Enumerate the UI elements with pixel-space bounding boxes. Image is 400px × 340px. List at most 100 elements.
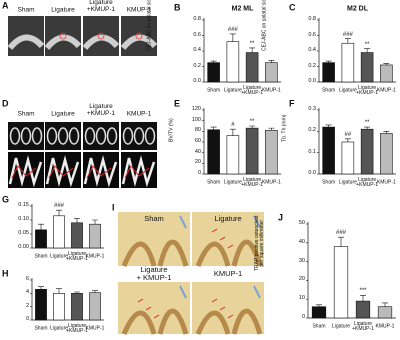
- error-bar: [316, 304, 322, 307]
- error-bar: [268, 60, 275, 63]
- x-tick-label: Ligature: [49, 325, 69, 332]
- image-detail: [9, 127, 21, 145]
- image-label: Sham: [17, 110, 35, 118]
- image-detail: [253, 215, 261, 229]
- y-tick-label: 0.6: [308, 31, 316, 38]
- y-tick-label: 0.10: [18, 216, 29, 223]
- panel-letter: I: [112, 202, 115, 213]
- significance-label: ###: [53, 203, 65, 210]
- x-tick-label: Ligature +KMUP-1: [356, 84, 379, 96]
- panel-letter: D: [2, 98, 9, 109]
- error-bar: [38, 286, 44, 290]
- x-tick-label: KMUP-1: [376, 179, 396, 186]
- y-axis-label: Tb. Th (mm): [281, 114, 288, 142]
- bar: [380, 64, 393, 83]
- image-detail: [84, 127, 96, 145]
- error-bar: [325, 60, 332, 63]
- panel-letter: J: [278, 212, 284, 223]
- bar: [360, 128, 374, 175]
- x-tick-label: KMUP-1: [376, 87, 396, 94]
- image-marker: [59, 32, 67, 40]
- y-tick-label: 0.15: [18, 202, 29, 209]
- bar: [265, 129, 278, 175]
- bar: [360, 52, 374, 83]
- image-detail: [46, 127, 58, 145]
- image-label: Ligature +KMUP-1: [86, 0, 116, 13]
- image-detail: [195, 308, 263, 335]
- y-tick-label: 0.2: [308, 127, 316, 134]
- image-label: Sham: [144, 214, 164, 224]
- image-label: Ligature: [51, 6, 75, 14]
- error-bar: [210, 60, 217, 63]
- y-tick-label: 0.8: [308, 16, 316, 23]
- error-bar: [92, 290, 98, 293]
- bar: [226, 135, 240, 175]
- error-bar: [38, 223, 44, 230]
- image-detail: [121, 239, 189, 267]
- x-tick-label: Sham: [207, 179, 221, 186]
- bar: [377, 306, 393, 319]
- bar: [322, 126, 335, 175]
- chart-title: M2 ML: [231, 5, 254, 13]
- bar: [89, 223, 101, 249]
- image-marker: [153, 314, 160, 319]
- x-tick-label: Sham: [207, 87, 221, 94]
- panel-letter: F: [289, 98, 295, 109]
- bar: [341, 42, 355, 83]
- image-detail: [121, 308, 189, 335]
- y-tick-label: 0.05: [18, 230, 29, 237]
- y-tick-label: 2: [25, 302, 29, 309]
- x-tick-label: Ligature: [338, 87, 357, 94]
- image-detail: [11, 165, 37, 179]
- x-tick-label: Ligature +KMUP-1: [241, 84, 264, 96]
- image-detail: [106, 127, 118, 145]
- image-label: Ligature +KMUP-1: [86, 103, 116, 117]
- y-tick-label: 0.2: [193, 62, 201, 69]
- bar: [322, 62, 335, 83]
- bar: [355, 300, 371, 319]
- y-axis-label: TRAP positive osteoclast per square mill…: [254, 215, 266, 272]
- bar: [35, 289, 47, 321]
- x-tick-label: KMUP-1: [85, 253, 105, 260]
- bar: [265, 62, 278, 83]
- error-bar: [92, 219, 98, 225]
- y-tick-label: 0.3: [308, 106, 316, 113]
- bar: [35, 229, 47, 249]
- y-tick-label: 6: [25, 276, 29, 283]
- image-detail: [57, 127, 69, 145]
- x-tick-label: Ligature +KMUP-1: [356, 176, 379, 188]
- x-tick-label: Sham: [322, 179, 336, 186]
- image-tile: [83, 122, 119, 150]
- error-bar: [210, 126, 217, 130]
- image-marker: [137, 298, 144, 303]
- y-tick-label: 40: [298, 238, 305, 245]
- bar: [71, 293, 83, 321]
- error-bar: [344, 138, 351, 142]
- y-tick-label: 0.4: [193, 47, 201, 54]
- error-bar: [383, 63, 390, 65]
- y-tick-label: 60: [194, 138, 201, 145]
- significance-label: ##: [344, 131, 352, 138]
- x-tick-label: Sham: [322, 87, 336, 94]
- y-tick-label: 0: [301, 314, 305, 321]
- x-tick-label: Ligature: [338, 179, 357, 186]
- image-marker: [211, 228, 218, 233]
- y-tick-label: 40: [194, 148, 201, 155]
- image-detail: [48, 165, 74, 179]
- error-bar: [268, 127, 275, 131]
- significance-label: **: [249, 40, 255, 47]
- x-tick-label: Ligature +KMUP-1: [66, 322, 88, 334]
- x-tick-label: Ligature: [49, 253, 69, 260]
- panel-letter: A: [2, 0, 9, 11]
- image-tile: [121, 122, 157, 150]
- y-axis-label: CEJ-ABC on palatal side (mm): [146, 0, 153, 51]
- y-tick-label: 0.0: [193, 78, 201, 85]
- error-bar: [249, 125, 256, 129]
- error-bar: [360, 295, 366, 302]
- error-bar: [383, 131, 390, 134]
- x-tick-label: Sham: [34, 325, 48, 332]
- image-detail: [20, 127, 32, 145]
- bar: [380, 133, 393, 175]
- x-tick-label: KMUP-1: [85, 325, 105, 332]
